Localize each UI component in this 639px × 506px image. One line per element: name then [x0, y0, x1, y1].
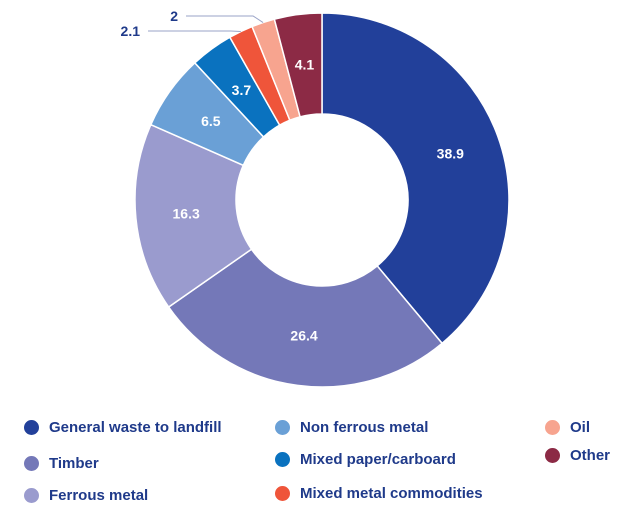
slice-ferrous-metal	[134, 123, 253, 309]
donut-slices	[134, 12, 510, 388]
legend-item-general-waste: General waste to landfill	[24, 416, 222, 438]
legend-label: Timber	[49, 454, 99, 472]
slice-general-waste-to-landfill	[321, 12, 510, 345]
legend-item-ferrous-metal: Ferrous metal	[24, 484, 148, 506]
legend-swatch	[545, 447, 560, 463]
legend-item-mixed-paper: Mixed paper/carboard	[275, 448, 456, 470]
legend-item-oil: Oil	[545, 416, 590, 438]
leader-lines	[148, 15, 264, 33]
legend-swatch	[275, 419, 290, 435]
leader-line	[186, 15, 264, 23]
legend-item-other: Other	[545, 444, 610, 466]
leader-line	[148, 30, 241, 33]
slice-labels: 38.9 26.4 16.3 6.5 3.7 2.1 2 4.1	[121, 8, 465, 343]
slice-value-label: 6.5	[201, 113, 221, 129]
legend-item-timber: Timber	[24, 452, 99, 474]
legend: General waste to landfill Timber Ferrous…	[0, 412, 639, 505]
outer-value-label: 2	[170, 8, 178, 24]
slice-value-label: 26.4	[290, 327, 317, 343]
legend-item-non-ferrous-metal: Non ferrous metal	[275, 416, 428, 438]
outer-value-label: 2.1	[121, 23, 141, 39]
legend-swatch	[275, 451, 290, 467]
legend-swatch	[24, 419, 39, 435]
slice-timber	[167, 248, 444, 388]
slice-value-label: 3.7	[232, 82, 252, 98]
legend-label: Non ferrous metal	[300, 418, 429, 436]
legend-label: Mixed paper/carboard	[300, 450, 456, 468]
legend-label: General waste to landfill	[49, 418, 222, 436]
legend-label: Other	[570, 446, 611, 464]
legend-swatch	[24, 455, 39, 471]
slice-value-label: 16.3	[173, 205, 200, 221]
legend-swatch	[24, 487, 39, 503]
legend-label: Mixed metal commodities	[300, 484, 483, 502]
slice-value-label: 4.1	[295, 57, 315, 73]
legend-item-mixed-metal: Mixed metal commodities	[275, 482, 483, 504]
slice-other	[273, 12, 323, 118]
legend-swatch	[545, 419, 560, 435]
legend-label: Ferrous metal	[49, 486, 149, 504]
legend-label: Oil	[570, 418, 591, 436]
slice-value-label: 38.9	[437, 145, 464, 161]
legend-swatch	[275, 485, 290, 501]
